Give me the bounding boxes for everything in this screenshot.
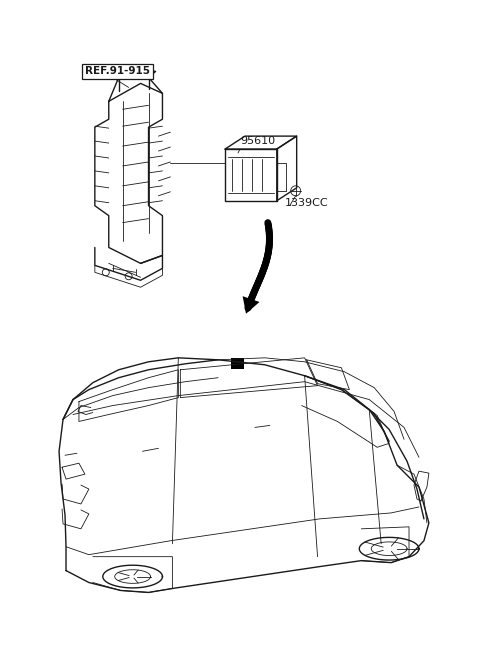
Polygon shape bbox=[243, 296, 260, 314]
Text: 95610: 95610 bbox=[240, 136, 275, 146]
Text: 1339CC: 1339CC bbox=[285, 198, 328, 208]
Polygon shape bbox=[231, 358, 244, 369]
Text: REF.91-915: REF.91-915 bbox=[85, 67, 150, 77]
